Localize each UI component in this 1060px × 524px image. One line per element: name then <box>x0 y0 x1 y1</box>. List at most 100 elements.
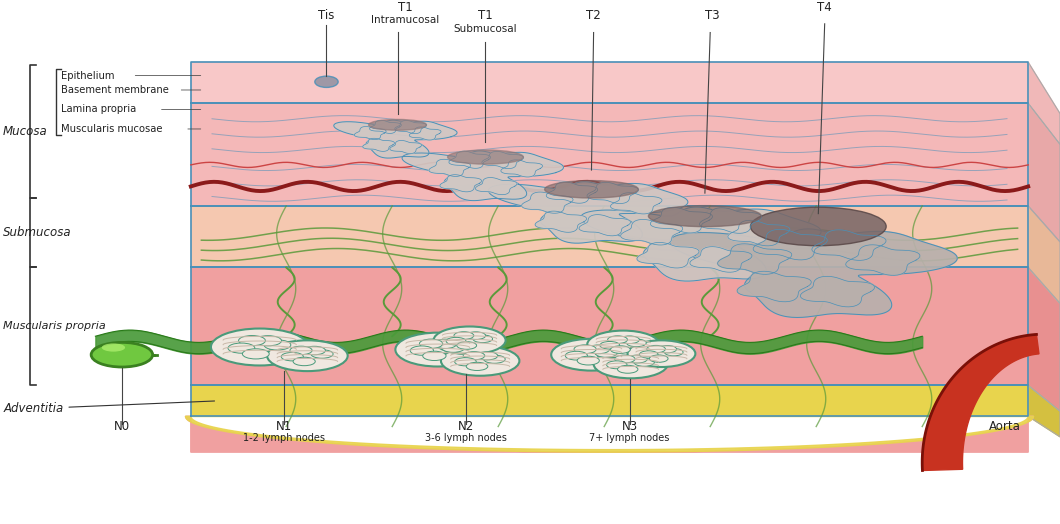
Polygon shape <box>1028 62 1060 145</box>
Polygon shape <box>620 220 683 245</box>
Ellipse shape <box>649 205 761 227</box>
Text: N2: N2 <box>458 420 475 433</box>
Polygon shape <box>728 220 790 246</box>
Ellipse shape <box>102 343 125 352</box>
Text: Submucosal: Submucosal <box>454 24 517 34</box>
Ellipse shape <box>473 335 493 343</box>
Ellipse shape <box>441 346 519 376</box>
Ellipse shape <box>626 355 648 363</box>
Text: Tis: Tis <box>318 9 335 22</box>
Ellipse shape <box>455 358 476 366</box>
Text: Epithelium: Epithelium <box>61 71 114 81</box>
Ellipse shape <box>620 336 639 344</box>
Text: 7+ lymph nodes: 7+ lymph nodes <box>589 433 670 443</box>
Ellipse shape <box>238 335 265 346</box>
Ellipse shape <box>369 119 426 130</box>
Polygon shape <box>1028 206 1060 303</box>
Polygon shape <box>394 121 426 134</box>
Polygon shape <box>700 208 761 233</box>
Ellipse shape <box>606 361 626 369</box>
Polygon shape <box>846 245 920 275</box>
Polygon shape <box>737 271 811 302</box>
Ellipse shape <box>281 353 303 361</box>
Ellipse shape <box>267 341 348 371</box>
Ellipse shape <box>447 150 524 164</box>
Ellipse shape <box>658 345 676 353</box>
Polygon shape <box>191 386 1028 416</box>
Polygon shape <box>535 211 586 232</box>
Polygon shape <box>409 127 441 140</box>
Text: 3-6 lymph nodes: 3-6 lymph nodes <box>425 433 508 443</box>
Ellipse shape <box>595 348 617 357</box>
Polygon shape <box>448 151 491 168</box>
Text: Muscularis propria: Muscularis propria <box>3 322 106 332</box>
Ellipse shape <box>626 339 647 347</box>
Text: Lamina propria: Lamina propria <box>61 104 137 114</box>
Ellipse shape <box>750 207 886 246</box>
Polygon shape <box>922 334 1039 471</box>
Ellipse shape <box>551 339 632 370</box>
Ellipse shape <box>410 346 434 355</box>
Ellipse shape <box>665 348 683 356</box>
Polygon shape <box>370 121 402 134</box>
Ellipse shape <box>545 181 638 198</box>
Ellipse shape <box>294 357 315 366</box>
Text: T3: T3 <box>705 9 720 22</box>
Ellipse shape <box>446 337 466 345</box>
Text: Mucosa: Mucosa <box>3 125 48 138</box>
Ellipse shape <box>211 329 308 365</box>
Ellipse shape <box>587 345 609 354</box>
Polygon shape <box>581 207 822 281</box>
Polygon shape <box>753 230 827 260</box>
Ellipse shape <box>228 343 254 353</box>
Ellipse shape <box>628 341 695 367</box>
Polygon shape <box>587 182 638 203</box>
Ellipse shape <box>243 349 269 359</box>
Ellipse shape <box>466 362 488 370</box>
Polygon shape <box>186 416 1034 452</box>
Ellipse shape <box>264 340 290 350</box>
Ellipse shape <box>650 355 668 362</box>
Polygon shape <box>402 151 564 201</box>
Ellipse shape <box>466 332 485 340</box>
Polygon shape <box>546 182 598 203</box>
Polygon shape <box>334 120 457 158</box>
Text: Intramucosal: Intramucosal <box>371 15 439 25</box>
Polygon shape <box>186 416 1034 452</box>
Polygon shape <box>191 103 1028 206</box>
Text: Muscularis mucosae: Muscularis mucosae <box>61 124 163 134</box>
Ellipse shape <box>578 356 599 365</box>
Polygon shape <box>522 192 573 213</box>
Polygon shape <box>800 276 874 307</box>
Ellipse shape <box>254 336 282 346</box>
Polygon shape <box>363 138 394 151</box>
Ellipse shape <box>618 365 638 373</box>
Ellipse shape <box>594 350 668 378</box>
Polygon shape <box>482 151 524 169</box>
Ellipse shape <box>454 332 474 340</box>
Ellipse shape <box>463 352 484 360</box>
Ellipse shape <box>607 336 628 343</box>
Polygon shape <box>500 160 543 177</box>
Polygon shape <box>429 159 471 177</box>
Ellipse shape <box>587 331 659 358</box>
Text: 1-2 lymph nodes: 1-2 lymph nodes <box>243 433 325 443</box>
Ellipse shape <box>457 342 477 350</box>
Ellipse shape <box>423 351 446 361</box>
Text: Basement membrane: Basement membrane <box>61 85 170 95</box>
Text: Submucosa: Submucosa <box>3 226 72 239</box>
Ellipse shape <box>483 355 506 363</box>
Text: T1: T1 <box>398 1 412 14</box>
Ellipse shape <box>611 346 631 353</box>
Ellipse shape <box>615 355 635 363</box>
Polygon shape <box>489 182 688 243</box>
Text: N0: N0 <box>113 420 130 433</box>
Text: N3: N3 <box>621 420 638 433</box>
Polygon shape <box>670 229 957 318</box>
Polygon shape <box>637 243 699 268</box>
Text: T2: T2 <box>586 9 601 22</box>
Polygon shape <box>191 206 1028 267</box>
Text: T4: T4 <box>817 1 832 14</box>
Polygon shape <box>579 215 631 236</box>
Ellipse shape <box>91 342 153 367</box>
